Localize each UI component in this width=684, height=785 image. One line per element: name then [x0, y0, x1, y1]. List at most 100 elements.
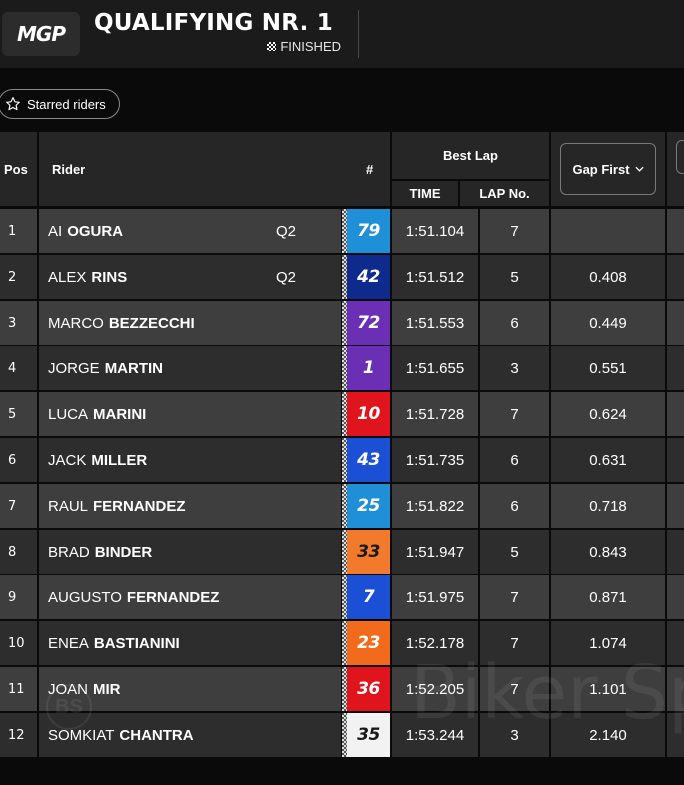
row-lap-no: 6 [480, 438, 549, 482]
row-rider[interactable]: ENEA BASTIANINI [39, 621, 341, 665]
table-row[interactable]: 7 RAUL FERNANDEZ 25 1:51.822 6 0.718 [0, 484, 684, 528]
row-lap-no: 6 [480, 301, 549, 345]
rider-number-badge: 36 [347, 667, 390, 711]
row-extra [667, 484, 684, 528]
row-rider[interactable]: MARCO BEZZECCHI [39, 301, 341, 345]
row-gap-first: 0.449 [551, 301, 665, 345]
rider-first-name: ENEA [48, 634, 89, 652]
extra-column-button[interactable] [676, 140, 684, 174]
row-best-time: 1:53.244 [392, 713, 478, 757]
starred-riders-label: Starred riders [27, 96, 106, 112]
rider-number-badge: 72 [347, 301, 390, 345]
row-rider[interactable]: ALEX RINS Q2 [39, 255, 341, 299]
row-number: 1 [342, 346, 390, 390]
row-best-time: 1:51.735 [392, 438, 478, 482]
row-pos: 11 [0, 667, 37, 711]
rider-first-name: RAUL [48, 497, 89, 515]
row-extra [667, 255, 684, 299]
row-number: 23 [342, 621, 390, 665]
col-header-best-lap: Best Lap [392, 132, 549, 179]
row-lap-no: 7 [480, 209, 549, 253]
rider-number-badge: 23 [347, 621, 390, 665]
row-gap-first: 0.718 [551, 484, 665, 528]
session-status: FINISHED [267, 39, 341, 54]
rider-number-badge: 43 [347, 438, 390, 482]
row-best-time: 1:51.655 [392, 346, 478, 390]
row-rider[interactable]: JORGE MARTIN [39, 346, 341, 390]
table-row[interactable]: 5 LUCA MARINI 10 1:51.728 7 0.624 [0, 392, 684, 436]
starred-riders-button[interactable]: Starred riders [0, 89, 120, 119]
row-gap-first: 1.101 [551, 667, 665, 711]
row-rider[interactable]: AUGUSTO FERNANDEZ [39, 575, 341, 619]
table-row[interactable]: 1 AI OGURA Q2 79 1:51.104 7 [0, 209, 684, 253]
status-label: FINISHED [280, 39, 341, 54]
row-extra [667, 392, 684, 436]
table-row[interactable]: 10 ENEA BASTIANINI 23 1:52.178 7 1.074 [0, 621, 684, 665]
checkered-flag-icon [267, 42, 277, 51]
row-lap-no: 7 [480, 575, 549, 619]
table-row[interactable]: 9 AUGUSTO FERNANDEZ 7 1:51.975 7 0.871 [0, 575, 684, 619]
checkered-stripe [342, 530, 347, 574]
row-number: 25 [342, 484, 390, 528]
row-pos: 10 [0, 621, 37, 665]
rider-last-name: BEZZECCHI [108, 314, 195, 332]
row-extra [667, 438, 684, 482]
row-pos: 4 [0, 346, 37, 390]
table-row[interactable]: 2 ALEX RINS Q2 42 1:51.512 5 0.408 [0, 255, 684, 299]
row-gap-first: 1.074 [551, 621, 665, 665]
rider-tag: Q2 [276, 222, 297, 240]
row-number: 42 [342, 255, 390, 299]
rider-first-name: ALEX [48, 268, 87, 286]
rider-last-name: MIR [93, 680, 121, 698]
table-row[interactable]: 11 JOAN MIR 36 1:52.205 7 1.101 [0, 667, 684, 711]
row-extra [667, 713, 684, 757]
checkered-stripe [342, 713, 347, 757]
row-number: 43 [342, 438, 390, 482]
table-row[interactable]: 8 BRAD BINDER 33 1:51.947 5 0.843 [0, 530, 684, 574]
row-rider[interactable]: AI OGURA Q2 [39, 209, 341, 253]
row-gap-first: 0.871 [551, 575, 665, 619]
row-best-time: 1:52.178 [392, 621, 478, 665]
logo-text: MGP [17, 22, 66, 46]
row-extra [667, 575, 684, 619]
row-rider[interactable]: BRAD BINDER [39, 530, 341, 574]
rider-first-name: JOAN [48, 680, 89, 698]
table-row[interactable]: 6 JACK MILLER 43 1:51.735 6 0.631 [0, 438, 684, 482]
row-extra [667, 530, 684, 574]
row-rider[interactable]: SOMKIAT CHANTRA [39, 713, 341, 757]
row-rider[interactable]: JOAN MIR [39, 667, 341, 711]
row-pos: 9 [0, 575, 37, 619]
star-outline-icon [6, 97, 20, 111]
row-best-time: 1:51.947 [392, 530, 478, 574]
row-extra [667, 667, 684, 711]
row-lap-no: 5 [480, 255, 549, 299]
session-title: QUALIFYING NR. 1 [94, 10, 333, 36]
rider-first-name: SOMKIAT [48, 726, 115, 744]
row-lap-no: 3 [480, 346, 549, 390]
header-divider [358, 10, 359, 58]
row-lap-no: 7 [480, 667, 549, 711]
checkered-stripe [342, 255, 347, 299]
table-row[interactable]: 4 JORGE MARTIN 1 1:51.655 3 0.551 [0, 346, 684, 390]
rider-last-name: MARINI [93, 405, 147, 423]
row-pos: 7 [0, 484, 37, 528]
col-header-gap: Gap First [551, 132, 665, 206]
table-row[interactable]: 12 SOMKIAT CHANTRA 35 1:53.244 3 2.140 [0, 713, 684, 757]
row-rider[interactable]: RAUL FERNANDEZ [39, 484, 341, 528]
rider-last-name: BINDER [94, 543, 153, 561]
gap-first-dropdown[interactable]: Gap First [560, 143, 656, 195]
checkered-stripe [342, 301, 347, 345]
row-gap-first: 0.843 [551, 530, 665, 574]
rider-number-badge: 7 [347, 575, 390, 619]
rider-first-name: AI [48, 222, 63, 240]
row-rider[interactable]: JACK MILLER [39, 438, 341, 482]
row-lap-no: 6 [480, 484, 549, 528]
motogp-logo[interactable]: MGP [2, 12, 80, 56]
row-rider[interactable]: LUCA MARINI [39, 392, 341, 436]
row-gap-first: 0.551 [551, 346, 665, 390]
row-lap-no: 3 [480, 713, 549, 757]
table-row[interactable]: 3 MARCO BEZZECCHI 72 1:51.553 6 0.449 [0, 301, 684, 345]
rider-first-name: MARCO [48, 314, 104, 332]
row-number: 10 [342, 392, 390, 436]
rider-first-name: LUCA [48, 405, 89, 423]
